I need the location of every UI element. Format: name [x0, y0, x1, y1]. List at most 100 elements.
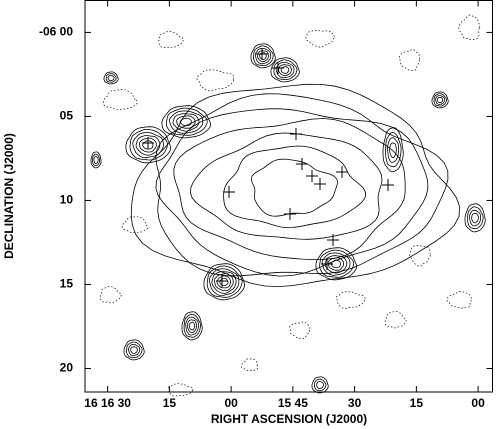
contour [270, 57, 300, 83]
contour [155, 108, 429, 277]
contour [431, 91, 449, 109]
source-cross [284, 208, 296, 220]
contour [436, 97, 444, 104]
contour [90, 151, 102, 169]
contour [130, 346, 138, 354]
contour [179, 117, 192, 127]
contour [166, 107, 208, 136]
x-tick-label: 30 [348, 396, 362, 410]
x-tick-label: 00 [224, 396, 238, 410]
x-tick-label: 16 16 30 [84, 396, 131, 410]
contour [172, 113, 200, 132]
source-cross [336, 166, 348, 178]
contour [169, 110, 204, 134]
contour [257, 50, 269, 63]
contour [135, 135, 161, 156]
contour [435, 95, 445, 105]
contour [130, 83, 461, 288]
source-cross [256, 48, 268, 60]
contour [385, 131, 402, 168]
contour [188, 321, 196, 331]
contour [103, 89, 138, 111]
contour [209, 268, 240, 296]
y-axis-label: DECLINATION (J2000) [2, 133, 16, 259]
contour [335, 291, 366, 309]
contour [409, 245, 431, 267]
contour [467, 206, 484, 230]
contour [183, 313, 201, 338]
contour [173, 118, 406, 261]
contour [464, 203, 486, 233]
contour [181, 311, 203, 341]
contour [158, 31, 184, 49]
contour [433, 93, 447, 107]
contour [469, 209, 481, 227]
contour [219, 278, 229, 286]
contour [185, 316, 199, 336]
contour [305, 30, 335, 48]
contour [203, 263, 245, 301]
contour [214, 273, 234, 291]
contour [99, 286, 122, 304]
contour [190, 132, 383, 240]
contour [250, 158, 338, 217]
source-cross [382, 179, 394, 191]
contour [168, 383, 194, 397]
contours [90, 14, 486, 397]
source-cross [223, 186, 235, 198]
contour [387, 137, 399, 163]
x-tick-label: 00 [471, 396, 485, 410]
contour [446, 291, 472, 309]
contour [315, 247, 357, 281]
contour [250, 43, 276, 69]
source-cross [216, 275, 228, 287]
contour [273, 59, 298, 81]
contour [259, 52, 267, 60]
contour [289, 321, 311, 340]
y-tick-label: 10 [60, 193, 74, 207]
source-cross [272, 62, 284, 74]
source-cross [142, 137, 154, 149]
source-cross [321, 258, 333, 270]
contour [129, 129, 168, 161]
contour [187, 319, 197, 334]
y-tick-label: -06 00 [39, 25, 73, 39]
contour [389, 142, 397, 159]
contour [223, 145, 367, 229]
contour [125, 126, 171, 164]
contour [161, 105, 212, 139]
y-tick-label: 05 [60, 109, 74, 123]
contour [319, 249, 355, 278]
contour [280, 66, 290, 74]
x-tick-label: 15 [410, 396, 424, 410]
contour [458, 14, 480, 41]
contour [132, 132, 164, 159]
source-cross [314, 178, 326, 190]
contour [206, 265, 243, 298]
contour [399, 49, 421, 71]
contour [314, 378, 327, 391]
contour [253, 45, 274, 67]
y-tick-label: 20 [60, 361, 74, 375]
contour [196, 69, 234, 92]
contour [92, 153, 101, 166]
source-cross [327, 234, 339, 246]
contour [275, 62, 295, 79]
contour [471, 213, 479, 224]
contour [176, 115, 196, 129]
contour [105, 73, 117, 83]
contour [311, 376, 329, 394]
contour [128, 344, 140, 357]
source-cross [290, 128, 302, 140]
contour [211, 271, 237, 294]
y-tick-label: 15 [60, 277, 74, 291]
contour [107, 75, 115, 81]
contour [216, 275, 231, 289]
contour [138, 137, 157, 153]
x-tick-label: 15 45 [278, 396, 308, 410]
contour [93, 156, 99, 164]
contour [278, 64, 292, 77]
contour [316, 381, 324, 389]
source-cross [296, 158, 308, 170]
